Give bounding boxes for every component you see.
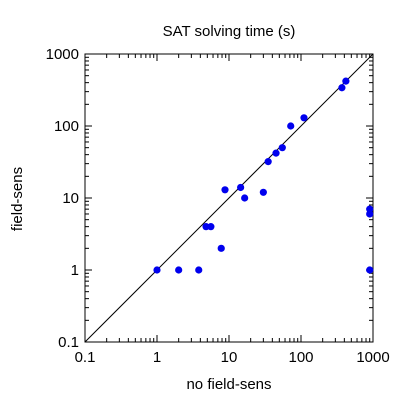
data-point	[207, 223, 214, 230]
plot-area: 0.1 1 10 100 1000 0.1 1 10 100 1000	[46, 46, 390, 366]
data-point	[175, 266, 182, 273]
x-tick-label: 10	[221, 349, 238, 366]
data-point	[218, 245, 225, 252]
y-tick-label: 10	[62, 190, 79, 207]
data-point	[221, 186, 228, 193]
data-point	[366, 266, 373, 273]
data-point	[260, 189, 267, 196]
y-tick-label: 1000	[46, 46, 79, 63]
data-point	[366, 210, 373, 217]
data-point	[272, 150, 279, 157]
x-axis-label: no field-sens	[186, 376, 271, 393]
data-point	[279, 144, 286, 151]
y-axis-label: field-sens	[9, 167, 26, 231]
x-tick-label: 0.1	[75, 349, 96, 366]
data-point	[265, 158, 272, 165]
x-tick-label: 1000	[356, 349, 389, 366]
y-tick-label: 100	[54, 118, 79, 135]
data-point	[342, 78, 349, 85]
chart-title: SAT solving time (s)	[163, 23, 296, 40]
data-point	[195, 266, 202, 273]
data-point	[241, 194, 248, 201]
x-tick-label: 100	[288, 349, 313, 366]
data-point	[153, 266, 160, 273]
y-tick-label: 1	[71, 262, 79, 279]
data-point	[300, 114, 307, 121]
data-point	[237, 184, 244, 191]
data-point	[338, 84, 345, 91]
data-point	[287, 122, 294, 129]
y-tick-label: 0.1	[58, 334, 79, 351]
x-tick-label: 1	[153, 349, 161, 366]
diagonal-line	[85, 54, 373, 342]
